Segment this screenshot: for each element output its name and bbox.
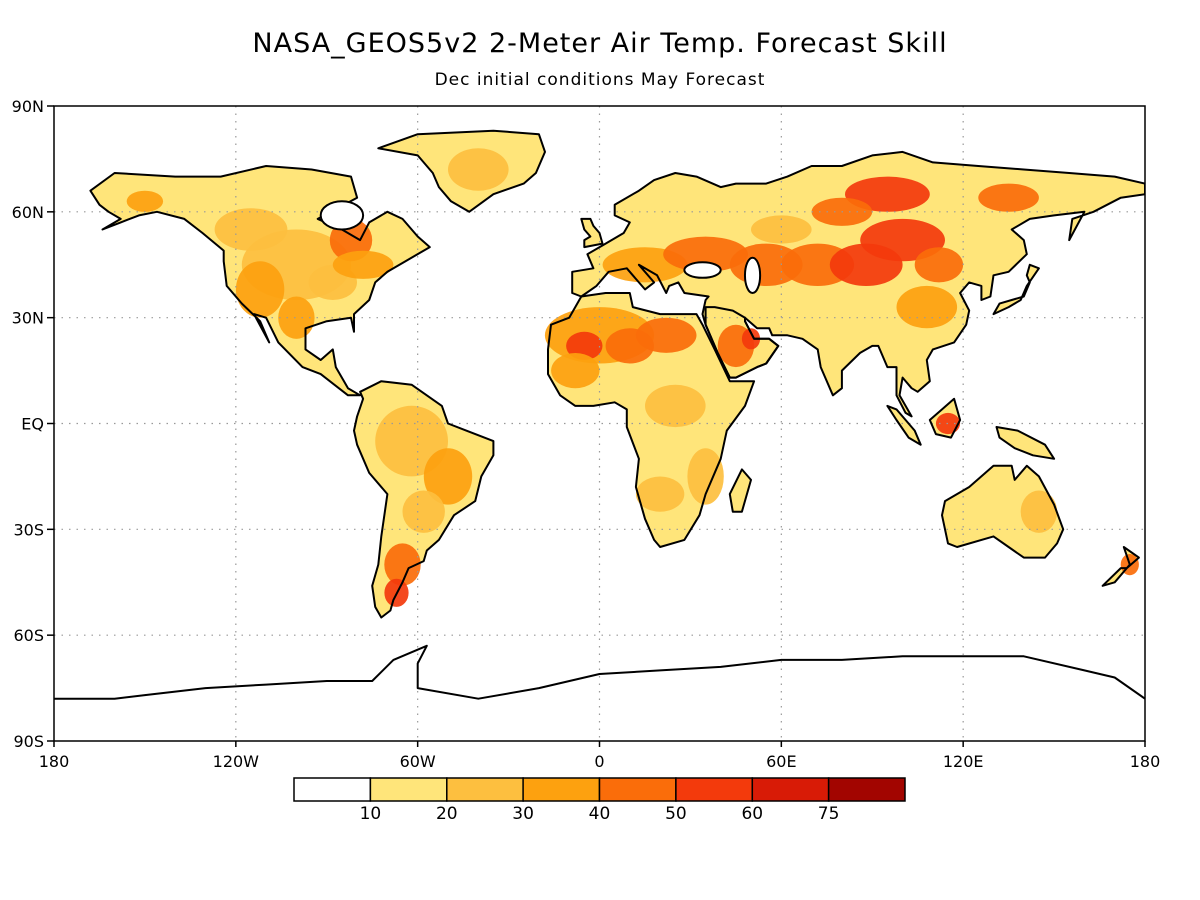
coastline-layer [54, 129, 1145, 700]
lat-tick-label: 60S [13, 626, 44, 645]
madagascar-coastline [728, 468, 752, 513]
colorbar-swatch [751, 777, 830, 802]
lat-tick-label: 30N [12, 309, 44, 328]
skill-patch-6 [332, 250, 394, 279]
skill-patch-37 [978, 183, 1039, 212]
eurasia-coastline [571, 150, 1145, 418]
skill-patch-33 [896, 285, 958, 329]
skill-patch-20 [687, 448, 724, 505]
skill-patch-8 [448, 148, 509, 191]
chart-title: NASA_GEOS5v2 2-Meter Air Temp. Forecast … [252, 28, 948, 59]
colorbar-swatch [827, 777, 906, 802]
australia-skill-base [942, 465, 1064, 558]
lat-tick-label: 90S [13, 732, 44, 751]
skill-patch-16 [566, 331, 603, 360]
new-guinea-skill-base [996, 427, 1055, 459]
sumatra-coastline [886, 404, 922, 446]
colorbar: 10 20 30 40 50 60 75 [293, 777, 906, 824]
colorbar-label: 75 [818, 804, 840, 824]
colorbar-swatch [369, 777, 448, 802]
skill-patch-11 [402, 490, 445, 533]
british-isles-coastline [580, 217, 604, 249]
lon-tick-label: 0 [594, 752, 604, 771]
colorbar-label: 20 [436, 804, 458, 824]
japan-skill-base [993, 264, 1039, 315]
lat-tick-label: 60N [12, 203, 44, 222]
skill-patch-31 [845, 176, 930, 212]
colorbar-label: 30 [512, 804, 534, 824]
colorbar-swatch [522, 777, 601, 802]
lat-tick-label: 30S [13, 520, 44, 539]
lat-tick-label: EQ [21, 415, 44, 434]
gridline-layer [47, 105, 1146, 747]
lon-tick-label: 120W [213, 752, 260, 771]
greenland-coastline [377, 129, 546, 213]
skill-patch-17 [635, 317, 697, 353]
sumatra-skill-base [887, 405, 921, 445]
black-sea [683, 261, 722, 279]
skill-patch-23 [741, 328, 761, 350]
colorbar-swatch [598, 777, 677, 802]
colorbar-label: 10 [360, 804, 382, 824]
new-guinea-coastline [995, 426, 1056, 460]
skill-patch-1 [235, 261, 285, 318]
lon-tick-label: 180 [1130, 752, 1161, 771]
colorbar-label: 40 [589, 804, 611, 824]
south-america-coastline [353, 380, 495, 619]
colorbar-swatch [675, 777, 754, 802]
colorbar-label: 60 [741, 804, 763, 824]
skill-field-layer [90, 130, 1145, 618]
skill-patch-29 [860, 218, 945, 262]
skill-patch-4 [214, 208, 288, 251]
skill-patch-7 [126, 190, 164, 212]
skill-patch-12 [384, 543, 421, 586]
british-isles-skill-base [581, 218, 603, 248]
skill-patch-30 [914, 247, 964, 283]
skill-patch-10 [423, 448, 473, 505]
arabia-coastline [704, 306, 780, 379]
skill-patch-18 [551, 353, 600, 389]
skill-patch-21 [635, 476, 685, 512]
japan-coastline [992, 263, 1040, 316]
borneo-coastline [928, 397, 962, 439]
colorbar-label: 50 [665, 804, 687, 824]
map-border [53, 105, 1146, 742]
colorbar-swatch [446, 777, 524, 802]
africa-coastline [547, 292, 756, 548]
antarctica-coastline [54, 644, 1145, 700]
colorbar-swatch [293, 777, 372, 802]
lon-tick-label: 120E [943, 752, 984, 771]
lon-tick-label: 60W [400, 752, 436, 771]
hudson-bay [319, 200, 365, 231]
skill-patch-25 [663, 236, 748, 272]
lon-tick-label: 180 [39, 752, 70, 771]
new-zealand-coastline [1101, 546, 1140, 587]
chart-subtitle: Dec initial conditions May Forecast [434, 70, 766, 90]
skill-patch-38 [751, 215, 812, 244]
lat-tick-label: 90N [12, 97, 44, 116]
madagascar-skill-base [729, 469, 751, 512]
australia-coastline [941, 464, 1065, 559]
skill-patch-35 [1020, 490, 1058, 533]
skill-patch-19 [645, 384, 706, 428]
caspian-sea [743, 256, 762, 294]
lon-tick-label: 60E [766, 752, 796, 771]
